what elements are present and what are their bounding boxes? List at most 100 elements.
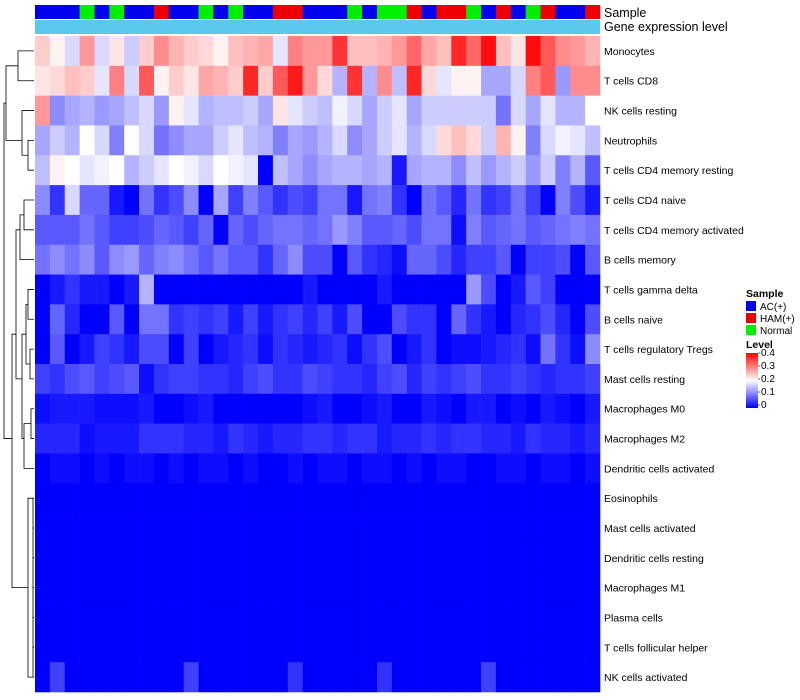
heatmap-cell bbox=[258, 304, 274, 335]
heatmap-cell bbox=[272, 602, 289, 633]
heatmap-cell bbox=[406, 423, 422, 454]
heatmap-cell bbox=[421, 423, 437, 454]
heatmap-cell bbox=[35, 274, 51, 305]
heatmap-cell bbox=[153, 393, 170, 424]
heatmap-cell bbox=[124, 423, 140, 454]
heatmap-cell bbox=[495, 632, 512, 663]
heatmap-cell bbox=[347, 65, 363, 96]
heatmap-cell bbox=[94, 483, 110, 514]
heatmap-cell bbox=[466, 572, 482, 603]
dendrogram-branch bbox=[32, 587, 34, 618]
heatmap-cell bbox=[391, 393, 408, 424]
heatmap-cell bbox=[391, 274, 408, 305]
heatmap-cell bbox=[421, 214, 437, 246]
heatmap-cell bbox=[332, 602, 348, 633]
heatmap-cell bbox=[272, 244, 289, 275]
heatmap-cell bbox=[272, 36, 289, 67]
heatmap-cell bbox=[183, 364, 199, 395]
heatmap-cell bbox=[317, 393, 333, 424]
heatmap-cell bbox=[317, 244, 333, 275]
sample-cell bbox=[258, 5, 274, 19]
heatmap-cell bbox=[391, 214, 408, 246]
heatmap-cell bbox=[391, 602, 408, 633]
heatmap-cell bbox=[198, 244, 214, 275]
heatmap-cell bbox=[124, 662, 140, 693]
sample-cell bbox=[198, 5, 214, 19]
heatmap-cell bbox=[213, 513, 229, 544]
heatmap-cell bbox=[570, 602, 586, 633]
heatmap-cell bbox=[109, 513, 125, 544]
heatmap-cell bbox=[510, 155, 526, 186]
heatmap-cell bbox=[287, 364, 303, 395]
row-label: Dendritic cells activated bbox=[604, 463, 714, 475]
heatmap-cell bbox=[124, 65, 140, 96]
heatmap-cell bbox=[124, 274, 140, 305]
heatmap-cell bbox=[272, 65, 289, 96]
heatmap-cell bbox=[302, 95, 318, 126]
heatmap-cell bbox=[466, 393, 482, 424]
heatmap-cell bbox=[376, 364, 393, 395]
heatmap-cell bbox=[436, 393, 452, 424]
heatmap-cell bbox=[317, 185, 333, 216]
heatmap-cell bbox=[451, 125, 467, 156]
heatmap-cell bbox=[139, 542, 155, 574]
sample-cell bbox=[376, 5, 393, 19]
heatmap-cell bbox=[421, 65, 437, 96]
heatmap-cell bbox=[213, 95, 229, 126]
heatmap-cell bbox=[481, 364, 497, 395]
heatmap-cell bbox=[436, 274, 452, 305]
heatmap-cell bbox=[183, 244, 199, 275]
sample-cell bbox=[94, 5, 110, 19]
heatmap-cell bbox=[585, 214, 601, 246]
heatmap-cell bbox=[258, 65, 274, 96]
heatmap-cell bbox=[49, 483, 66, 514]
heatmap-cell bbox=[94, 393, 110, 424]
heatmap-cell bbox=[153, 36, 170, 67]
heatmap-cell bbox=[362, 572, 378, 603]
heatmap-cell bbox=[109, 244, 125, 275]
heatmap-cell bbox=[436, 65, 452, 96]
dendrogram-branch bbox=[30, 408, 34, 439]
heatmap-cell bbox=[168, 364, 184, 395]
heatmap-cell bbox=[570, 36, 586, 67]
heatmap-cell bbox=[49, 662, 66, 693]
heatmap-cell bbox=[510, 632, 526, 663]
heatmap-cell bbox=[525, 274, 541, 305]
heatmap-cell bbox=[466, 185, 482, 216]
heatmap-cell bbox=[35, 662, 51, 693]
heatmap-cell bbox=[510, 95, 526, 126]
heatmap-cell bbox=[213, 125, 229, 156]
heatmap-cell bbox=[510, 274, 526, 305]
heatmap-cell bbox=[540, 274, 556, 305]
heatmap-cell bbox=[94, 662, 110, 693]
heatmap-cell bbox=[79, 185, 95, 216]
heatmap-cell bbox=[391, 95, 408, 126]
heatmap-cell bbox=[183, 423, 199, 454]
sample-cell bbox=[302, 5, 318, 19]
heatmap-cell bbox=[228, 304, 244, 335]
dendrogram-branch bbox=[3, 102, 12, 439]
heatmap-cell bbox=[347, 244, 363, 275]
heatmap-cell bbox=[213, 423, 229, 454]
heatmap-cell bbox=[510, 483, 526, 514]
heatmap-cell bbox=[124, 244, 140, 275]
heatmap-cell bbox=[153, 662, 170, 693]
heatmap-cell bbox=[258, 95, 274, 126]
heatmap-cell bbox=[139, 155, 155, 186]
heatmap-cell bbox=[168, 513, 184, 544]
heatmap-cell bbox=[228, 364, 244, 395]
heatmap-cell bbox=[421, 662, 437, 693]
heatmap-cell bbox=[362, 304, 378, 335]
heatmap-cell bbox=[525, 662, 541, 693]
heatmap-cell bbox=[243, 662, 259, 693]
heatmap-cell bbox=[79, 542, 95, 574]
heatmap-cell bbox=[585, 572, 601, 603]
heatmap-cell bbox=[555, 632, 571, 663]
heatmap-cell bbox=[109, 572, 125, 603]
sample-cell bbox=[49, 5, 66, 19]
heatmap-cell bbox=[243, 423, 259, 454]
heatmap-cell bbox=[109, 95, 125, 126]
heatmap-cell bbox=[481, 572, 497, 603]
heatmap-cell bbox=[139, 602, 155, 633]
heatmap-cell bbox=[421, 185, 437, 216]
